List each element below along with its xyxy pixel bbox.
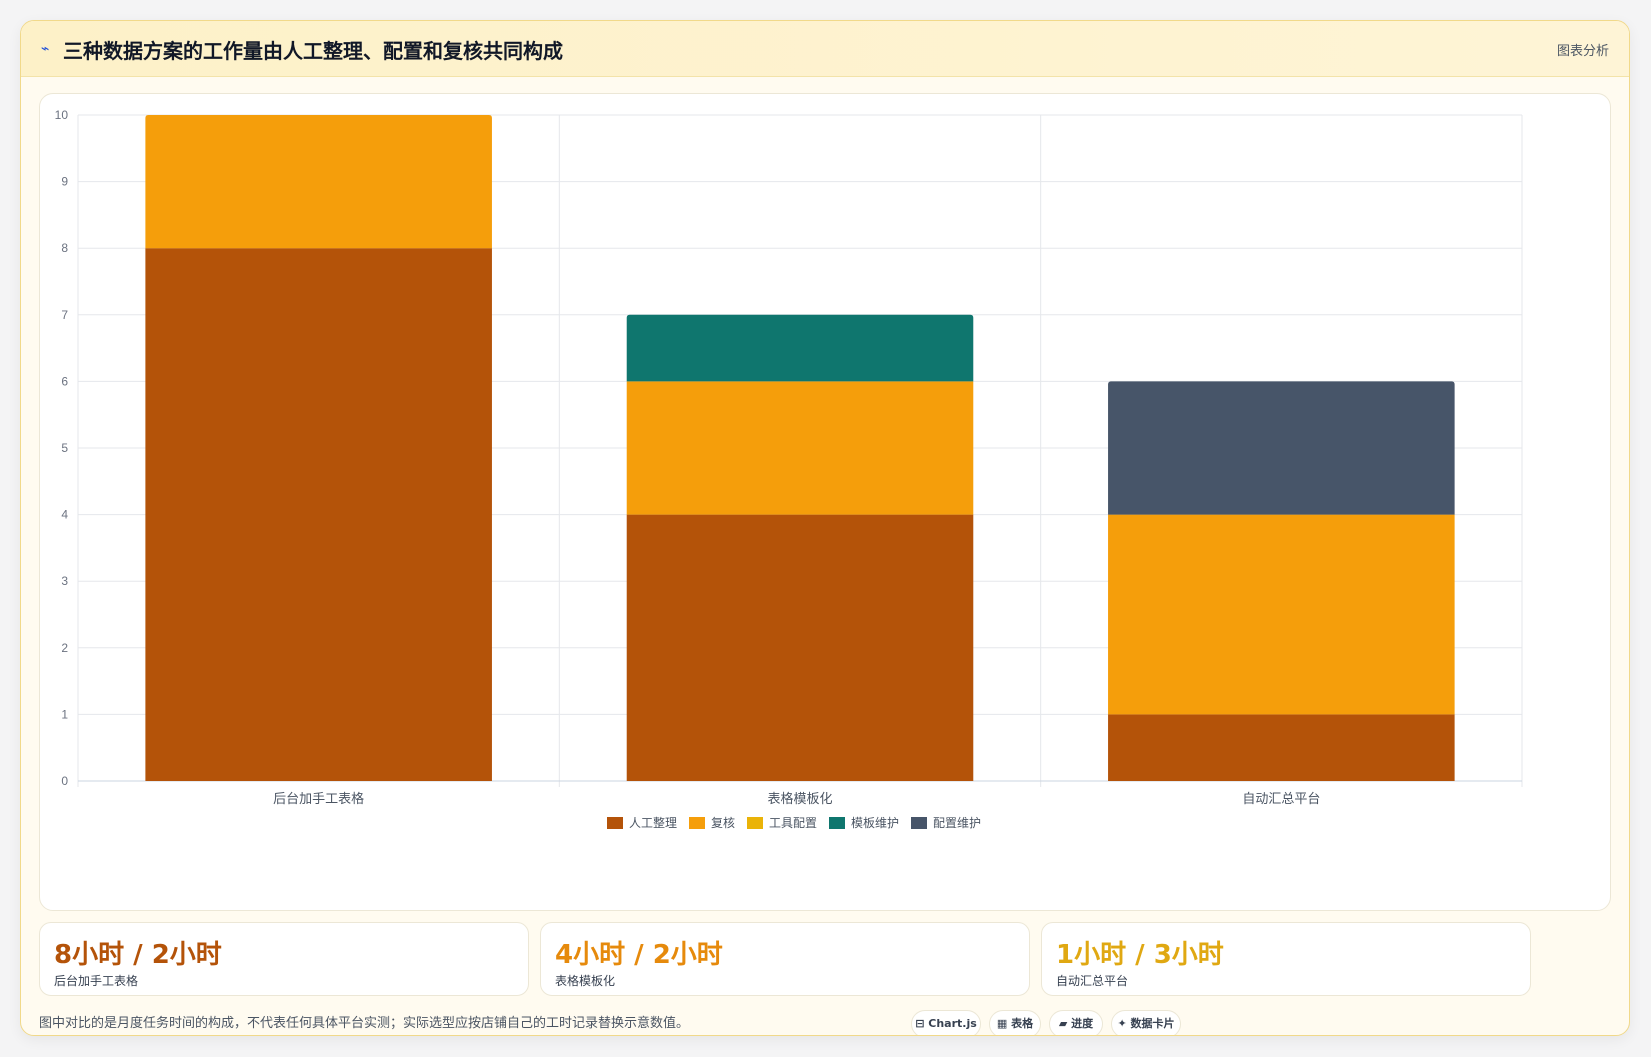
stat-value: 8小时 / 2小时	[54, 940, 222, 970]
chip-label: 表格	[1011, 1017, 1034, 1030]
legend-swatch	[607, 817, 623, 829]
chip-label: Chart.js	[928, 1017, 977, 1030]
stat-card-manual: 8小时 / 2小时 后台加手工表格	[39, 922, 529, 996]
bar-segment	[1108, 714, 1455, 781]
legend-label: 配置维护	[933, 816, 981, 830]
stat-label: 表格模板化	[555, 974, 616, 988]
y-tick-label: 2	[61, 641, 68, 655]
chart-analysis-tag: 图表分析	[1556, 44, 1609, 59]
progress-icon: ▰	[1058, 1017, 1068, 1030]
legend-label: 模板维护	[851, 816, 899, 830]
y-tick-label: 4	[61, 508, 68, 522]
legend-label: 复核	[711, 816, 735, 830]
stat-value: 1小时 / 3小时	[1056, 940, 1224, 970]
legend-swatch	[747, 817, 763, 829]
y-tick-label: 6	[61, 374, 68, 388]
legend-label: 人工整理	[629, 815, 677, 830]
bar-segment	[626, 381, 974, 515]
y-tick-label: 1	[61, 707, 68, 721]
chart-icon: ⊟	[915, 1017, 925, 1030]
chip-chartjs[interactable]: ⊟ Chart.js	[911, 1010, 981, 1035]
stat-card-template: 4小时 / 2小时 表格模板化	[540, 922, 1030, 996]
chip-label: 数据卡片	[1130, 1017, 1175, 1030]
bar-segment	[1108, 514, 1455, 715]
bar-segment	[626, 314, 974, 382]
chart-line-icon: ⌁	[41, 41, 50, 57]
stat-value: 4小时 / 2小时	[555, 940, 723, 970]
chip-label: 进度	[1071, 1017, 1094, 1030]
legend-label: 工具配置	[769, 816, 817, 830]
chip-table[interactable]: ▦ 表格	[989, 1010, 1041, 1035]
stat-label: 后台加手工表格	[54, 974, 139, 988]
stat-label: 自动汇总平台	[1056, 974, 1129, 988]
bar-segment	[145, 115, 492, 249]
sparkle-icon: ✦	[1117, 1017, 1127, 1030]
stat-card-automation: 1小时 / 3小时 自动汇总平台	[1041, 922, 1531, 996]
y-tick-label: 3	[61, 574, 68, 588]
bar-segment	[626, 514, 974, 781]
y-tick-label: 5	[61, 441, 68, 455]
x-tick-label: 后台加手工表格	[273, 791, 364, 806]
legend-swatch	[689, 817, 705, 829]
y-tick-label: 8	[61, 241, 68, 255]
table-icon: ▦	[996, 1017, 1008, 1030]
chip-progress[interactable]: ▰ 进度	[1049, 1010, 1103, 1035]
footnote: 图中对比的是月度任务时间的构成，不代表任何具体平台实测；实际选型应按店铺自己的工…	[39, 1016, 690, 1031]
bar-segment	[145, 248, 492, 781]
legend-swatch	[911, 817, 927, 829]
y-tick-label: 0	[61, 774, 68, 788]
y-tick-label: 9	[61, 175, 68, 189]
chart-panel: 0 1 2 3 4 5 6 7 8 9 10 后台加手工表格 表格模板化 自动汇总平台人工整理 复核 工具配置…	[39, 93, 1611, 911]
chip-data-card[interactable]: ✦ 数据卡片	[1111, 1010, 1181, 1035]
y-tick-label: 10	[55, 108, 69, 122]
card-title: 三种数据方案的工作量由人工整理、配置和复核共同构成	[63, 39, 563, 63]
legend-swatch	[829, 817, 845, 829]
bar-segment	[1108, 381, 1455, 515]
x-tick-label: 自动汇总平台	[1242, 791, 1320, 806]
x-tick-label: 表格模板化	[767, 791, 832, 806]
y-tick-label: 7	[61, 308, 68, 322]
chart-card: ⌁ 三种数据方案的工作量由人工整理、配置和复核共同构成 图表分析 0 1 2 3 4 5 6…	[20, 20, 1630, 1036]
card-header: ⌁ 三种数据方案的工作量由人工整理、配置和复核共同构成 图表分析	[21, 21, 1629, 77]
